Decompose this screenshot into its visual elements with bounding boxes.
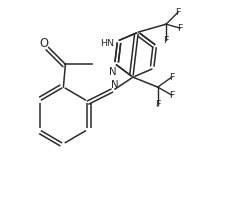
Text: N: N <box>111 80 119 90</box>
Text: N: N <box>109 67 117 76</box>
Text: F: F <box>155 101 161 109</box>
Text: F: F <box>175 8 181 17</box>
Text: F: F <box>169 91 174 99</box>
Text: F: F <box>177 24 183 33</box>
Text: HN: HN <box>101 39 115 48</box>
Text: F: F <box>169 73 174 82</box>
Text: F: F <box>164 36 169 44</box>
Text: O: O <box>39 37 48 50</box>
